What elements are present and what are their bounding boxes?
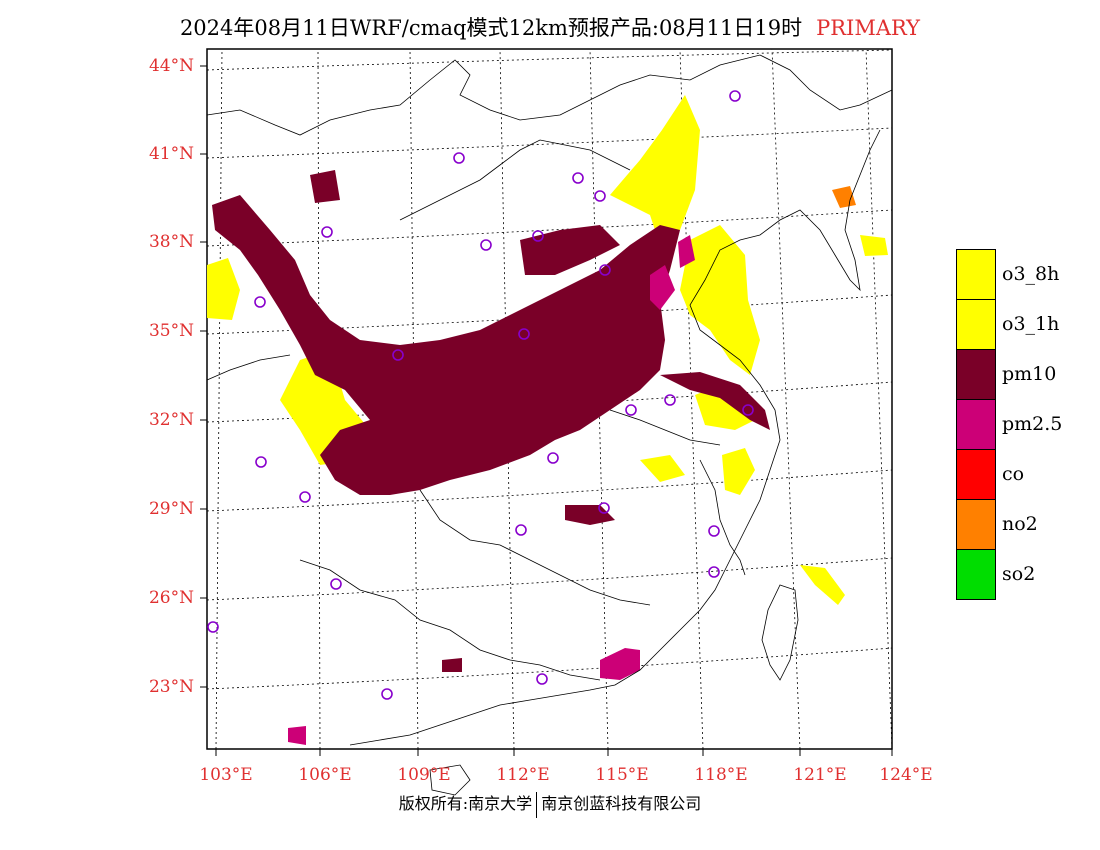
legend-label: o3_1h <box>1002 313 1060 335</box>
lat-label: 38°N <box>148 232 194 252</box>
o3-region-west <box>207 258 240 320</box>
legend-item-so2: so2 <box>956 549 1096 600</box>
pm25-region-guangdong <box>600 648 640 680</box>
o3-region-taiwan-strait <box>800 565 845 605</box>
o3-region-zhejiang <box>722 448 755 495</box>
lat-label: 29°N <box>148 499 194 519</box>
lat-label: 32°N <box>148 410 194 430</box>
pm10-region-central <box>212 195 680 495</box>
station-marker <box>598 502 610 514</box>
lat-label: 26°N <box>148 588 194 608</box>
legend-item-no2: no2 <box>956 499 1096 550</box>
lon-label: 106°E <box>298 765 352 785</box>
lon-label: 121°E <box>793 765 847 785</box>
station-marker <box>536 673 548 685</box>
station-marker <box>381 688 393 700</box>
legend-label: pm10 <box>1002 363 1057 385</box>
lon-label: 124°E <box>879 765 933 785</box>
station-marker <box>392 349 404 361</box>
station-marker <box>532 230 544 242</box>
station-marker <box>547 452 559 464</box>
legend-item-pm10: pm10 <box>956 349 1096 400</box>
legend-label: so2 <box>1002 563 1036 585</box>
legend-item-pm25: pm2.5 <box>956 399 1096 450</box>
axis-ticks <box>200 65 893 756</box>
copyright: 版权所有:南京大学 南京创蓝科技有限公司 <box>0 790 1100 818</box>
legend-item-co: co <box>956 449 1096 500</box>
lon-label: 118°E <box>694 765 748 785</box>
station-marker <box>299 491 311 503</box>
station-marker <box>515 524 527 536</box>
station-marker <box>254 296 266 308</box>
station-marker <box>729 90 741 102</box>
station-marker <box>321 226 333 238</box>
legend-label: co <box>1002 463 1025 485</box>
station-marker <box>708 525 720 537</box>
lon-label: 109°E <box>397 765 451 785</box>
no2-region-korea <box>832 186 856 208</box>
legend-label: pm2.5 <box>1002 413 1063 435</box>
pm10-region-huabei <box>520 225 620 275</box>
legend-item-o3-8h: o3_8h <box>956 249 1096 300</box>
station-marker <box>255 456 267 468</box>
pm25-region-shandong <box>650 265 675 310</box>
pm25-region-southwest <box>288 726 306 745</box>
legend: o3_8h o3_1h pm10 pm2.5 co no2 so2 <box>956 249 1096 600</box>
station-marker <box>625 404 637 416</box>
legend-swatch <box>956 349 996 400</box>
station-marker <box>664 394 676 406</box>
station-marker <box>572 172 584 184</box>
legend-label: no2 <box>1002 513 1038 535</box>
title-text: 2024年08月11日WRF/cmaq模式12km预报产品:08月11日19时 <box>179 16 803 40</box>
station-marker <box>599 264 611 276</box>
station-marker <box>742 404 754 416</box>
lat-label: 41°N <box>148 144 194 164</box>
o3-region-yangtze-delta <box>695 385 755 430</box>
lat-label: 44°N <box>148 56 194 76</box>
pm10-region-inner-mongolia <box>310 170 340 203</box>
pollution-regions <box>207 95 888 745</box>
pm10-region-anhui <box>565 505 615 525</box>
pm10-region-jiangsu <box>660 372 770 430</box>
legend-swatch <box>956 399 996 450</box>
legend-item-o3-1h: o3_1h <box>956 299 1096 350</box>
station-marker <box>708 566 720 578</box>
station-marker <box>453 152 465 164</box>
station-marker <box>480 239 492 251</box>
station-marker <box>330 578 342 590</box>
o3-region-nanning <box>640 455 685 482</box>
legend-swatch <box>956 549 996 600</box>
o3-region-east-coast <box>680 225 760 375</box>
copyright-right: 南京创蓝科技有限公司 <box>541 794 702 813</box>
primary-tag: PRIMARY <box>816 16 921 40</box>
station-marker <box>207 621 219 633</box>
lon-label: 112°E <box>496 765 550 785</box>
lon-label: 115°E <box>595 765 649 785</box>
legend-swatch <box>956 249 996 300</box>
pm10-region-guangdong <box>442 658 462 672</box>
o3-region-korea <box>860 235 888 256</box>
pm25-region-hebei <box>678 235 695 268</box>
legend-swatch <box>956 449 996 500</box>
station-marker <box>594 190 606 202</box>
station-marker <box>518 328 530 340</box>
copyright-left: 版权所有:南京大学 <box>398 794 533 813</box>
boundaries <box>206 54 893 796</box>
legend-label: o3_8h <box>1002 263 1060 285</box>
legend-swatch <box>956 299 996 350</box>
lon-label: 103°E <box>199 765 253 785</box>
lat-label: 23°N <box>148 677 194 697</box>
map-title: 2024年08月11日WRF/cmaq模式12km预报产品:08月11日19时 P… <box>0 12 1100 42</box>
legend-swatch <box>956 499 996 550</box>
o3-region-north-plain <box>610 95 700 245</box>
lat-label: 35°N <box>148 321 194 341</box>
separator <box>536 791 538 818</box>
station-markers <box>207 90 754 700</box>
